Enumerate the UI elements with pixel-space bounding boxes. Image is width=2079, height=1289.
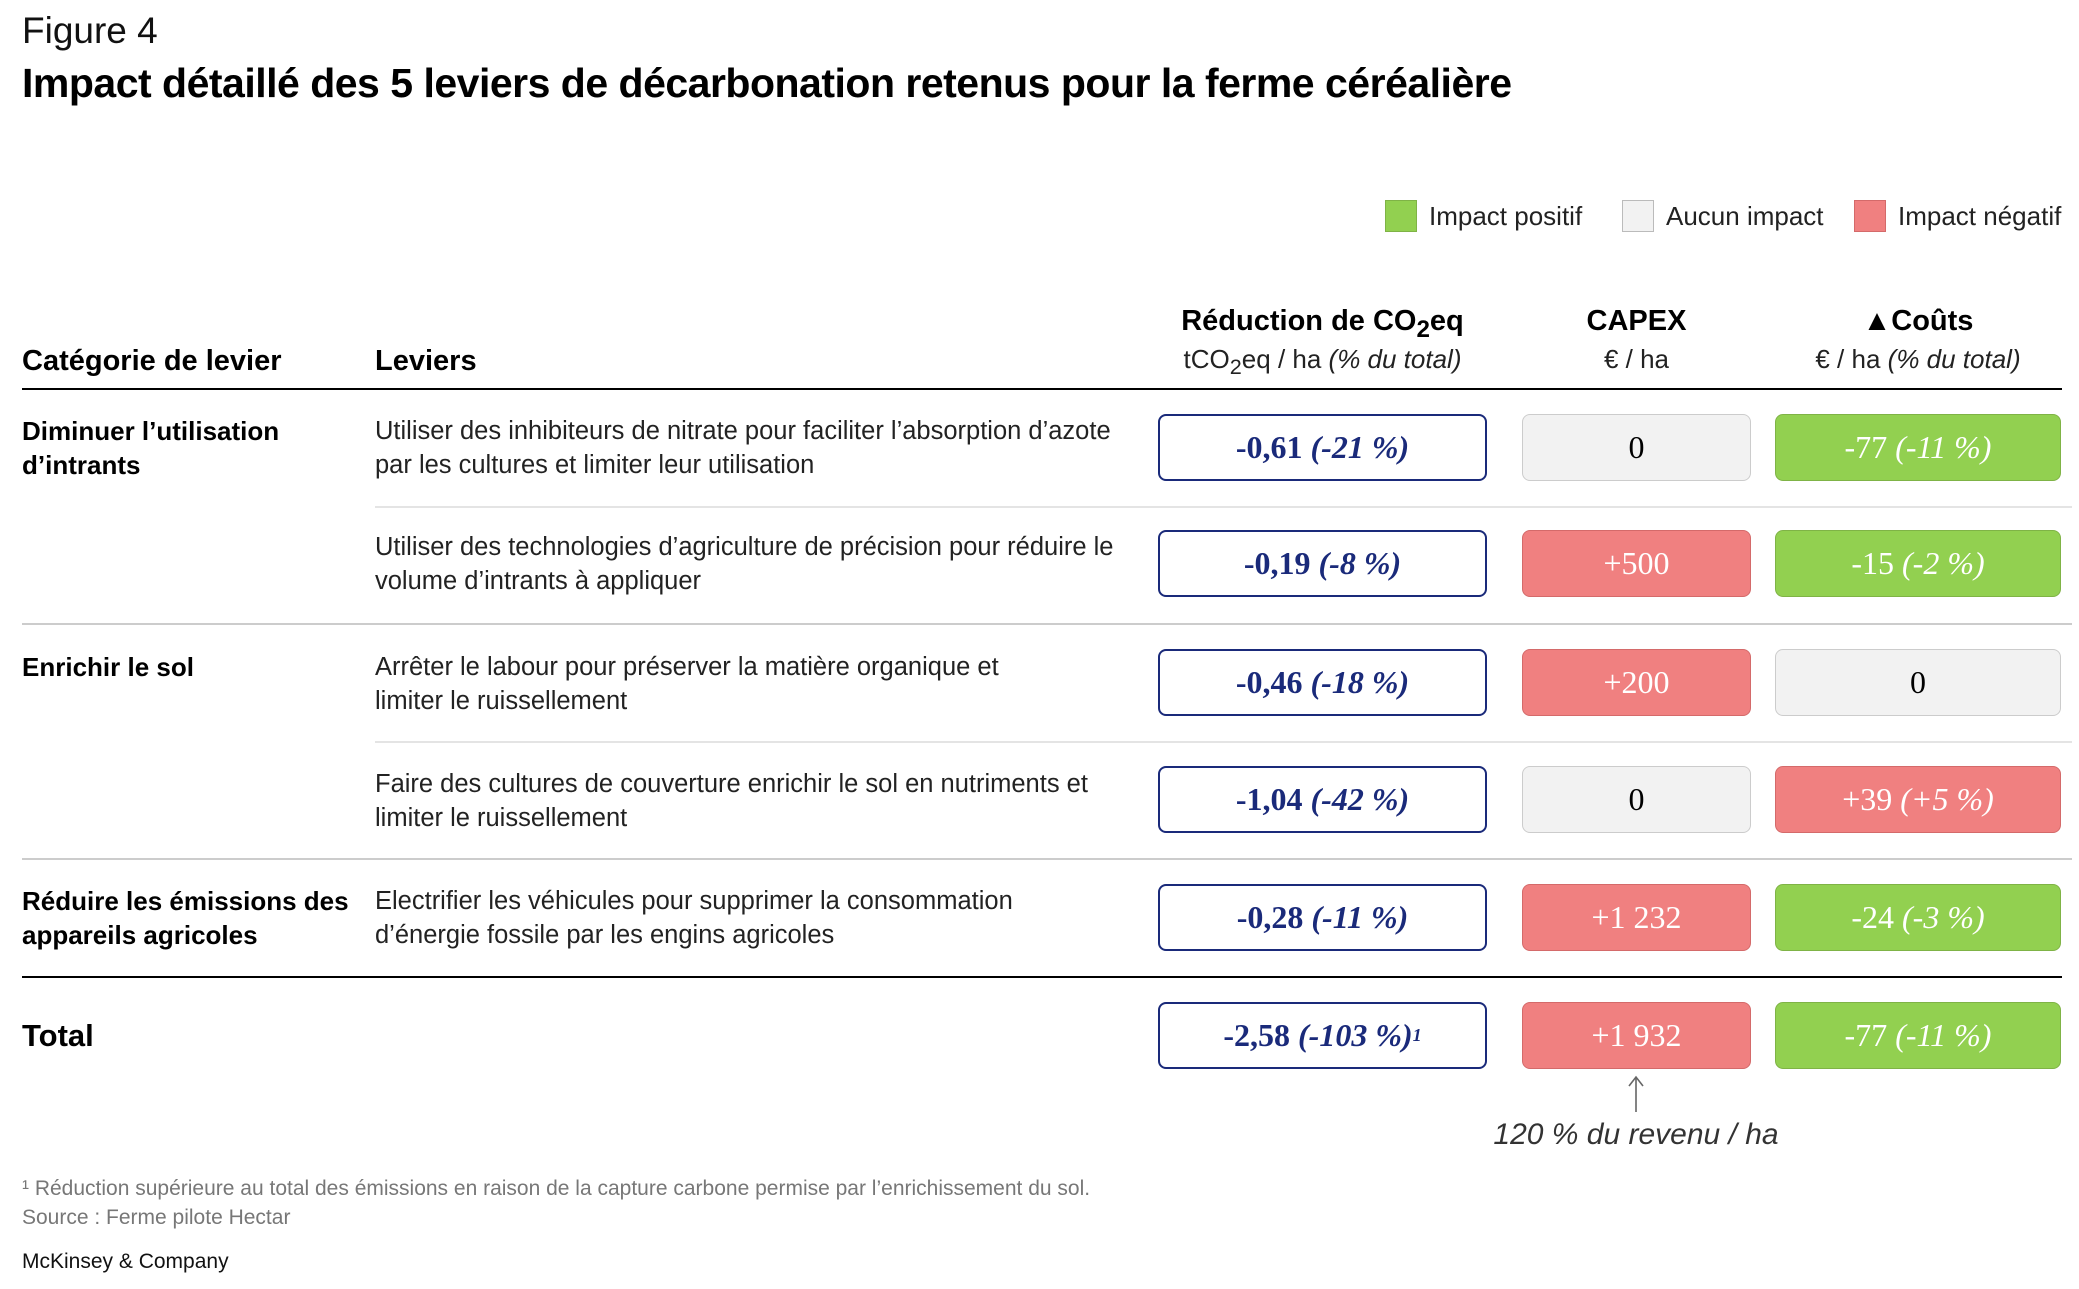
value: -0,19	[1243, 545, 1311, 581]
lever-text: Utiliser des inhibiteurs de nitrate pour…	[375, 417, 1111, 479]
pct: (-11 %)	[1895, 429, 1992, 465]
total-label: Total	[22, 1018, 94, 1053]
brand-logo: McKinsey & Company	[22, 1250, 229, 1273]
figure-label: Figure 4	[22, 10, 158, 51]
legend-positive: Impact positif	[1385, 200, 1582, 232]
source: Source : Ferme pilote Hectar	[22, 1206, 291, 1229]
value: 0	[1910, 664, 1926, 700]
unit-pct: (% du total)	[1328, 343, 1462, 374]
capex-value: 0	[1522, 414, 1751, 481]
co2-value: -1,04 (-42 %)	[1158, 766, 1487, 833]
subscript: 2	[1229, 353, 1242, 379]
header-category: Catégorie de levier	[22, 345, 282, 377]
unit: tCO	[1183, 343, 1230, 374]
value: -1,04	[1235, 781, 1303, 817]
subscript: 2	[1416, 315, 1430, 343]
total-divider	[22, 976, 2062, 978]
lever-text: Arrêter le labour pour préserver la mati…	[375, 653, 999, 715]
legend-label: Aucun impact	[1666, 200, 1824, 231]
header-costs-title: ▲Coûts	[1862, 305, 1974, 337]
cost-value: -24 (-3 %)	[1775, 884, 2061, 951]
value: -15	[1851, 545, 1895, 581]
category-label: Enrichir le sol	[22, 652, 194, 682]
unit: € / ha	[1815, 344, 1888, 374]
header-capex: CAPEX € / ha	[1522, 305, 1751, 375]
footnote-marker: 1	[1412, 1025, 1422, 1045]
legend-swatch-negative	[1854, 200, 1886, 232]
pct: (-42 %)	[1310, 781, 1410, 817]
legend-swatch-none	[1622, 200, 1654, 232]
capex-annotation: 120 % du revenu / ha	[1493, 1118, 1779, 1151]
value: -0,46	[1235, 664, 1303, 700]
value: +39	[1842, 781, 1893, 817]
pct: (-11 %)	[1311, 899, 1409, 935]
capex-value: +1 232	[1522, 884, 1751, 951]
lever-text: Faire des cultures de couverture enrichi…	[375, 770, 1088, 832]
value: -0,28	[1236, 899, 1304, 935]
cost-value: -15 (-2 %)	[1775, 530, 2061, 597]
capex-value: +500	[1522, 530, 1751, 597]
cost-value: 0	[1775, 649, 2061, 716]
lever-text: Utiliser des technologies d’agriculture …	[375, 533, 1114, 595]
header-capex-title: CAPEX	[1586, 305, 1687, 337]
figure-title: Impact détaillé des 5 leviers de décarbo…	[22, 60, 1512, 106]
header-capex-unit: € / ha	[1603, 344, 1670, 374]
header-co2-title-end: eq	[1429, 305, 1464, 337]
pct: (-18 %)	[1310, 664, 1410, 700]
unit-pct: (% du total)	[1887, 344, 2021, 374]
arrow-up-icon	[1628, 1075, 1644, 1112]
capex-value: 0	[1522, 766, 1751, 833]
category-divider	[22, 623, 2072, 625]
total-co2-value: -2,58 (-103 %) 1	[1158, 1002, 1487, 1069]
co2-value: -0,19 (-8 %)	[1158, 530, 1487, 597]
legend-none: Aucun impact	[1622, 200, 1824, 232]
footnote: ¹ Réduction supérieure au total des émis…	[22, 1177, 1091, 1200]
header-costs: ▲Coûts € / ha (% du total)	[1755, 305, 2079, 375]
co2-value: -0,46 (-18 %)	[1158, 649, 1487, 716]
header-levers: Leviers	[375, 345, 477, 377]
capex-value: +200	[1522, 649, 1751, 716]
pct: (-103 %)	[1298, 1017, 1413, 1053]
legend-label: Impact positif	[1429, 200, 1583, 231]
legend-label: Impact négatif	[1898, 200, 2062, 231]
lever-text: Electrifier les véhicules pour supprimer…	[375, 887, 1013, 949]
row-divider	[375, 506, 2072, 508]
co2-value: -0,28 (-11 %)	[1158, 884, 1487, 951]
pct: (-11 %)	[1895, 1017, 1992, 1053]
value: -77	[1844, 1017, 1888, 1053]
pct: (-8 %)	[1318, 545, 1402, 581]
total-cost-value: -77 (-11 %)	[1775, 1002, 2061, 1069]
row-divider	[375, 741, 2072, 743]
value: -77	[1844, 429, 1888, 465]
header-co2: Réduction de CO2eq tCO2eq / ha (% du tot…	[1118, 305, 1527, 380]
pct: (+5 %)	[1900, 781, 1994, 817]
co2-value: -0,61 (-21 %)	[1158, 414, 1487, 481]
total-capex-value: +1 932	[1522, 1002, 1751, 1069]
cost-value: -77 (-11 %)	[1775, 414, 2061, 481]
header-divider	[22, 388, 2062, 390]
value: -24	[1851, 899, 1895, 935]
cost-value: +39 (+5 %)	[1775, 766, 2061, 833]
unit: eq / ha	[1241, 343, 1329, 374]
legend-swatch-positive	[1385, 200, 1417, 232]
category-label: Réduire les émissions des appareils agri…	[22, 886, 349, 950]
pct: (-3 %)	[1902, 899, 1985, 935]
pct: (-21 %)	[1310, 429, 1410, 465]
value: -0,61	[1235, 429, 1303, 465]
value: -2,58	[1223, 1017, 1291, 1053]
header-co2-title: Réduction de CO	[1181, 305, 1417, 337]
category-divider	[22, 858, 2072, 860]
pct: (-2 %)	[1902, 545, 1985, 581]
category-label: Diminuer l’utilisation d’intrants	[22, 416, 280, 480]
legend-negative: Impact négatif	[1854, 200, 2061, 232]
